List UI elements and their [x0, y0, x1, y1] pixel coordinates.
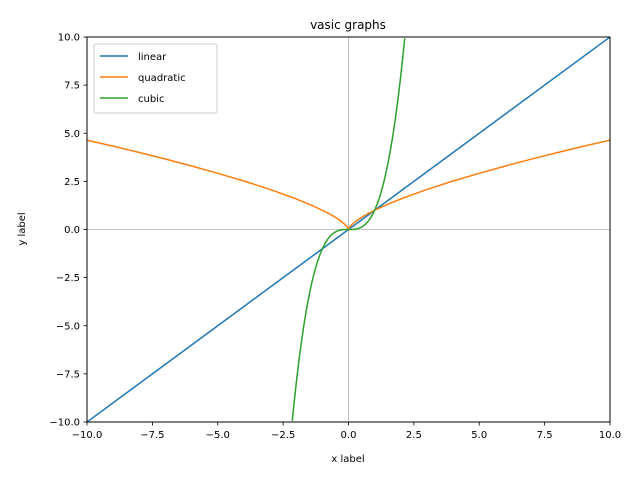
x-tick-label: −7.5 — [140, 430, 164, 441]
legend-label-cubic: cubic — [138, 94, 164, 105]
y-tick-label: −7.5 — [56, 369, 80, 380]
x-axis-label: x label — [331, 454, 364, 465]
x-tick-label: −2.5 — [271, 430, 295, 441]
legend-label-linear: linear — [138, 52, 167, 63]
series-layer — [87, 37, 610, 422]
x-tick-label: 5.0 — [471, 430, 487, 441]
chart-title: vasic graphs — [310, 18, 386, 32]
y-tick-label: 2.5 — [64, 177, 80, 188]
y-axis-ticks: −10.0 −7.5 −5.0 −2.5 0.0 2.5 5.0 7.5 10.0 — [49, 33, 87, 429]
x-tick-label: −5.0 — [206, 430, 230, 441]
series-line-cubic — [291, 38, 406, 421]
y-tick-label: 0.0 — [64, 225, 80, 236]
y-tick-label: 7.5 — [64, 81, 80, 92]
x-tick-label: 7.5 — [537, 430, 553, 441]
legend-label-quadratic: quadratic — [138, 73, 186, 84]
x-tick-label: −10.0 — [72, 430, 103, 441]
y-tick-label: 10.0 — [58, 33, 80, 44]
y-tick-label: −5.0 — [56, 321, 80, 332]
x-tick-label: 2.5 — [406, 430, 422, 441]
y-tick-label: −2.5 — [56, 273, 80, 284]
y-axis-label: y label — [17, 212, 28, 245]
y-tick-label: 5.0 — [64, 129, 80, 140]
x-axis-ticks: −10.0 −7.5 −5.0 −2.5 0.0 2.5 5.0 7.5 10.0 — [72, 422, 621, 441]
legend: linear quadratic cubic — [93, 43, 218, 114]
y-tick-label: −10.0 — [49, 418, 80, 429]
x-tick-label: 10.0 — [599, 430, 621, 441]
x-tick-label: 0.0 — [341, 430, 357, 441]
legend-box — [93, 43, 218, 114]
